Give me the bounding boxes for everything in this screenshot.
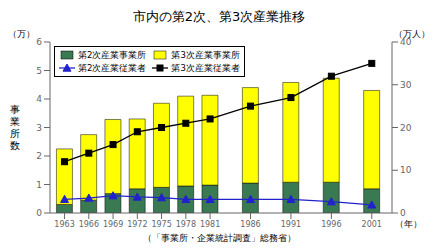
svg-text:1972: 1972 [127, 220, 147, 229]
svg-text:20: 20 [400, 123, 412, 133]
html-text:所: 所 [10, 127, 20, 139]
svg-text:2: 2 [36, 151, 42, 161]
svg-text:6: 6 [36, 37, 42, 47]
html-text:第2次産業事業所: 第2次産業事業所 [78, 50, 147, 60]
svg-text:1969: 1969 [103, 220, 123, 229]
html-text:（万）: （万） [8, 29, 35, 39]
svg-text:3: 3 [36, 123, 42, 133]
svg-text:1986: 1986 [240, 220, 260, 229]
svg-text:1978: 1978 [176, 220, 196, 229]
html-text:数: 数 [10, 139, 20, 151]
svg-text:1981: 1981 [200, 220, 220, 229]
svg-text:1996: 1996 [321, 220, 341, 229]
html-text:業: 業 [10, 115, 20, 127]
html-text:（「事業所・企業統計調査」総務省）: （「事業所・企業統計調査」総務省） [142, 233, 296, 243]
svg-text:5: 5 [36, 66, 42, 76]
svg-text:1963: 1963 [54, 220, 74, 229]
html-text:第3次産業従業者: 第3次産業従業者 [171, 63, 240, 73]
svg-text:10: 10 [400, 165, 412, 175]
html-text:第2次産業従業者: 第2次産業従業者 [78, 63, 147, 73]
html-text:事: 事 [10, 103, 20, 115]
svg-text:30: 30 [400, 80, 412, 90]
svg-text:1: 1 [36, 180, 42, 190]
svg-text:40: 40 [400, 37, 412, 48]
svg-text:1991: 1991 [281, 220, 301, 229]
html-text:市内の第2次、第3次産業推移: 市内の第2次、第3次産業推移 [132, 9, 306, 24]
html-text:（年）: （年） [395, 219, 422, 229]
svg-text:1975: 1975 [151, 220, 171, 229]
svg-text:2001: 2001 [362, 220, 382, 229]
svg-text:1966: 1966 [79, 220, 99, 229]
html-text:（万人）: （万人） [394, 29, 430, 39]
svg-text:0: 0 [36, 208, 42, 218]
svg-text:0: 0 [400, 208, 406, 218]
html-text:第3次産業事業所: 第3次産業事業所 [171, 50, 240, 60]
svg-text:4: 4 [36, 94, 42, 104]
